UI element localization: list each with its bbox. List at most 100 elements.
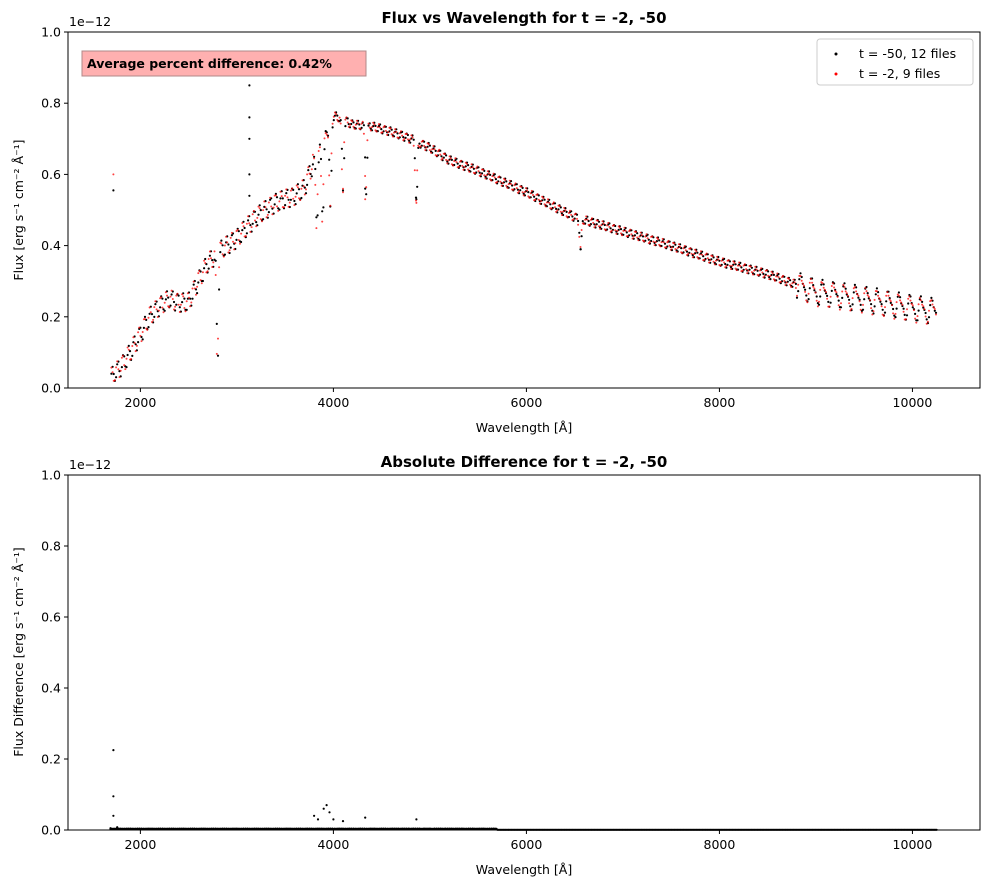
- flux-point-t-2: [530, 189, 533, 192]
- flux-point-t-50: [795, 296, 799, 299]
- flux-point-t-50: [245, 232, 248, 235]
- flux-point-t-2: [856, 293, 859, 296]
- flux-point-t-2: [276, 205, 278, 208]
- difference-data-points: [109, 749, 938, 831]
- flux-point-t-2: [147, 316, 150, 319]
- flux-point-t-2: [860, 311, 863, 314]
- flux-point-t-2: [446, 162, 449, 165]
- flux-point-t-50: [440, 155, 443, 158]
- flux-point-t-2: [520, 185, 523, 188]
- flux-point-t-2: [863, 292, 866, 295]
- flux-point-t-2: [515, 187, 518, 190]
- flux-point-t-50: [680, 247, 683, 250]
- flux-point-t-2: [917, 303, 920, 306]
- flux-point-t-2: [461, 164, 464, 167]
- flux-point-t-2: [411, 136, 414, 139]
- flux-point-t-2: [711, 255, 714, 258]
- y-tick-label: 0.8: [41, 96, 61, 111]
- difference-chart-title: Absolute Difference for t = -2, -50: [381, 453, 668, 471]
- flux-point-t-2: [376, 126, 379, 129]
- flux-point-t-2: [424, 149, 427, 151]
- flux-point-t-50: [170, 293, 173, 296]
- flux-point-t-2: [499, 180, 502, 183]
- flux-point-t-50: [505, 180, 508, 183]
- flux-point-t-2: [608, 225, 611, 228]
- flux-point-t-2: [196, 285, 199, 288]
- flux-point-t-2: [287, 205, 290, 208]
- flux-point-t-50: [812, 284, 815, 287]
- flux-point-t-2: [724, 266, 727, 269]
- annotation-background: [81, 50, 367, 77]
- flux-point-t-2: [132, 336, 135, 339]
- flux-point-t-2: [285, 188, 288, 191]
- x-tick-label: 4000: [317, 837, 349, 852]
- flux-point-t-50: [580, 235, 583, 238]
- flux-point-t-50: [185, 308, 188, 311]
- flux-point-t-2: [468, 170, 471, 173]
- flux-point-t-50: [255, 221, 258, 224]
- flux-point-t-2: [866, 294, 869, 297]
- flux-point-t-50: [314, 167, 317, 171]
- flux-point-t-2: [448, 155, 451, 158]
- flux-point-t-2: [349, 123, 351, 126]
- flux-point-t-50: [827, 300, 830, 303]
- difference-y-axis-label: Flux Difference [erg s⁻¹ cm⁻² Å⁻¹]: [11, 547, 26, 757]
- flux-point-t-2: [327, 136, 329, 139]
- difference-point: [328, 811, 331, 814]
- flux-point-t-2: [184, 310, 187, 313]
- flux-point-t-2: [621, 234, 624, 237]
- flux-point-t-2: [623, 226, 626, 229]
- flux-point-t-2: [375, 130, 378, 133]
- flux-point-t-50: [317, 161, 320, 164]
- flux-point-t-50: [316, 214, 319, 217]
- flux-point-t-2: [198, 270, 201, 272]
- flux-point-t-2: [746, 272, 749, 275]
- legend: t = -50, 12 files t = -2, 9 files: [816, 38, 974, 86]
- flux-point-t-2: [454, 157, 457, 160]
- flux-point-t-2: [204, 262, 207, 264]
- flux-point-t-2: [645, 233, 648, 236]
- flux-point-t-2: [272, 206, 275, 209]
- flux-point-t-2: [763, 274, 766, 277]
- flux-point-t-2: [300, 187, 303, 190]
- flux-point-t-2: [353, 127, 356, 130]
- flux-point-t-50: [110, 372, 113, 375]
- flux-point-t-2: [582, 223, 585, 225]
- flux-point-t-2: [256, 216, 259, 219]
- flux-data-points: [110, 84, 938, 382]
- flux-point-t-50: [888, 297, 891, 300]
- flux-point-t-2: [437, 150, 439, 153]
- flux-point-t-2: [463, 166, 466, 169]
- flux-point-t-50: [285, 192, 288, 195]
- flux-point-t-50: [340, 147, 343, 150]
- flux-point-t-50: [718, 259, 721, 262]
- flux-point-t-2: [221, 253, 224, 256]
- flux-point-t-50: [396, 132, 399, 135]
- flux-point-t-2: [355, 119, 358, 122]
- flux-point-t-2: [402, 139, 405, 142]
- flux-point-t-2: [337, 120, 340, 123]
- flux-point-t-50: [365, 193, 368, 196]
- flux-point-t-2: [915, 321, 918, 324]
- flux-point-t-2: [122, 354, 124, 357]
- flux-point-t-2: [607, 221, 610, 224]
- flux-point-t-2: [731, 264, 734, 267]
- flux-point-t-50: [319, 157, 323, 161]
- flux-point-t-50: [916, 319, 919, 322]
- flux-point-t-50: [839, 306, 843, 309]
- flux-point-t-50: [169, 304, 172, 307]
- flux-point-t-50: [897, 291, 901, 294]
- flux-point-t-2: [741, 269, 744, 272]
- flux-point-t-2: [241, 222, 244, 224]
- flux-point-t-2: [919, 299, 922, 302]
- flux-point-t-50: [560, 212, 564, 215]
- flux-point-t-2: [870, 307, 873, 310]
- flux-point-t-2: [754, 265, 757, 268]
- flux-point-t-50: [310, 175, 313, 178]
- flux-point-t-50: [933, 309, 936, 312]
- flux-point-t-2: [288, 201, 291, 204]
- flux-point-t-2: [630, 233, 633, 236]
- flux-point-t-2: [428, 149, 431, 152]
- flux-point-t-50: [478, 171, 481, 174]
- flux-point-t-50: [251, 222, 254, 225]
